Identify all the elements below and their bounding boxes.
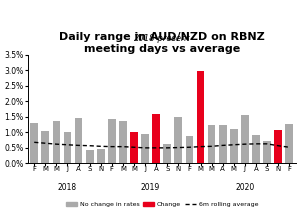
Bar [30,123,38,163]
Bar [86,150,94,163]
Bar [185,136,193,163]
Bar [274,130,282,163]
Bar [108,119,116,163]
Bar [263,141,271,163]
Bar [141,134,149,163]
Bar [208,125,215,163]
Bar [130,132,138,163]
Bar [164,144,171,163]
Bar [219,125,226,163]
Text: 2018-present: 2018-present [134,34,190,43]
Bar [64,132,71,163]
Text: 2019: 2019 [141,183,160,192]
Bar [97,149,105,163]
Bar [119,121,127,163]
Text: 2020: 2020 [235,183,254,192]
Bar [241,115,249,163]
Bar [285,124,293,163]
Bar [252,135,260,163]
Legend: No change in rates, Change, 6m rolling average: No change in rates, Change, 6m rolling a… [63,199,261,210]
Title: Daily range in AUD/NZD on RBNZ
meeting days vs average: Daily range in AUD/NZD on RBNZ meeting d… [59,32,265,54]
Bar [196,71,204,163]
Bar [175,117,182,163]
Text: 2018: 2018 [58,183,77,192]
Bar [152,114,160,163]
Bar [75,118,83,163]
Bar [52,121,60,163]
Bar [41,131,49,163]
Bar [230,129,238,163]
